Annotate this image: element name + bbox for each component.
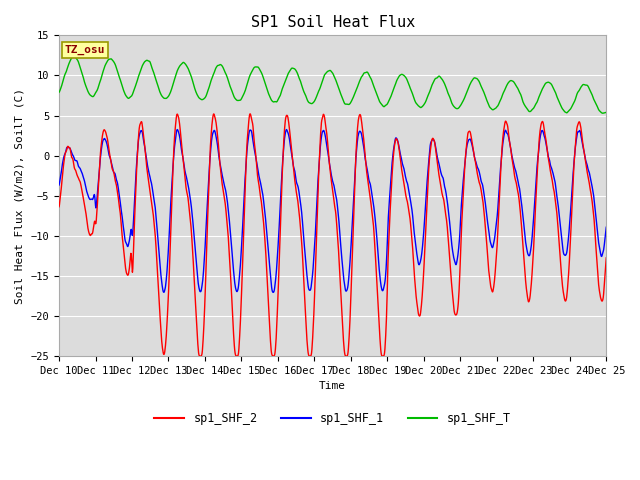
Text: TZ_osu: TZ_osu: [65, 45, 105, 55]
X-axis label: Time: Time: [319, 382, 346, 391]
Legend: sp1_SHF_2, sp1_SHF_1, sp1_SHF_T: sp1_SHF_2, sp1_SHF_1, sp1_SHF_T: [150, 407, 516, 430]
Title: SP1 Soil Heat Flux: SP1 Soil Heat Flux: [250, 15, 415, 30]
Y-axis label: Soil Heat Flux (W/m2), SoilT (C): Soil Heat Flux (W/m2), SoilT (C): [15, 88, 25, 304]
